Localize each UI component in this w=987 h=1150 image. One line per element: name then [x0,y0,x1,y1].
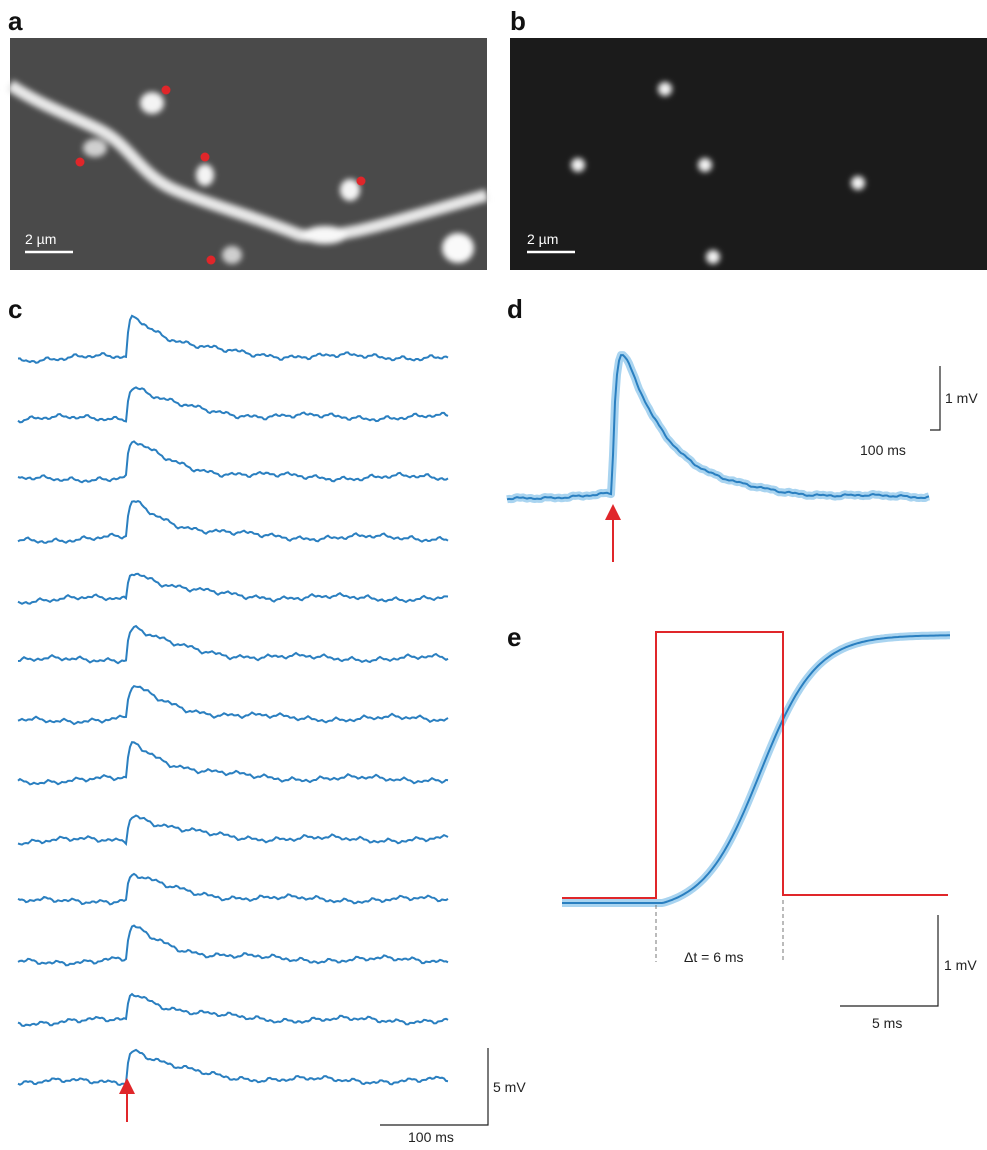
panel-label: e [507,622,521,652]
trace [562,634,950,904]
spots [571,82,865,264]
trace [17,440,449,484]
pulse-edges [655,900,784,962]
trace [17,572,449,605]
scale-label: 1 mV [945,390,978,406]
trace [17,624,449,665]
scale-label: 100 ms [860,442,906,458]
scale-label: 1 mV [944,957,977,973]
trace [17,314,449,364]
delta-label: Δt = 6 ms [684,949,744,965]
trace [17,500,449,544]
panel-label: c [8,294,22,324]
trace [17,741,449,786]
stim-points [75,85,366,265]
scale-bar [380,1048,489,1126]
trace [17,872,449,906]
trace [17,992,449,1028]
panel-label: d [507,294,523,324]
scale-bar [840,915,939,1007]
scale-label: 5 ms [872,1015,902,1031]
trace [506,354,930,501]
trace [17,924,449,967]
sem-band [505,351,931,504]
traces [17,314,449,1087]
panel-label: a [8,6,23,36]
trace [17,386,449,424]
trace [17,684,449,726]
scale-label: 2 µm [527,231,558,247]
panel-label: b [510,6,526,36]
scale-label: 5 mV [493,1079,526,1095]
micrograph [10,38,487,270]
trace [17,1048,449,1087]
stimulus-pulse [562,631,948,899]
trace [17,814,449,847]
scale-label: 2 µm [25,231,56,247]
sem-band [560,631,952,907]
micrograph [510,38,987,270]
scale-label: 100 ms [408,1129,454,1145]
scale-bar [930,366,941,431]
dendrite [6,80,489,264]
